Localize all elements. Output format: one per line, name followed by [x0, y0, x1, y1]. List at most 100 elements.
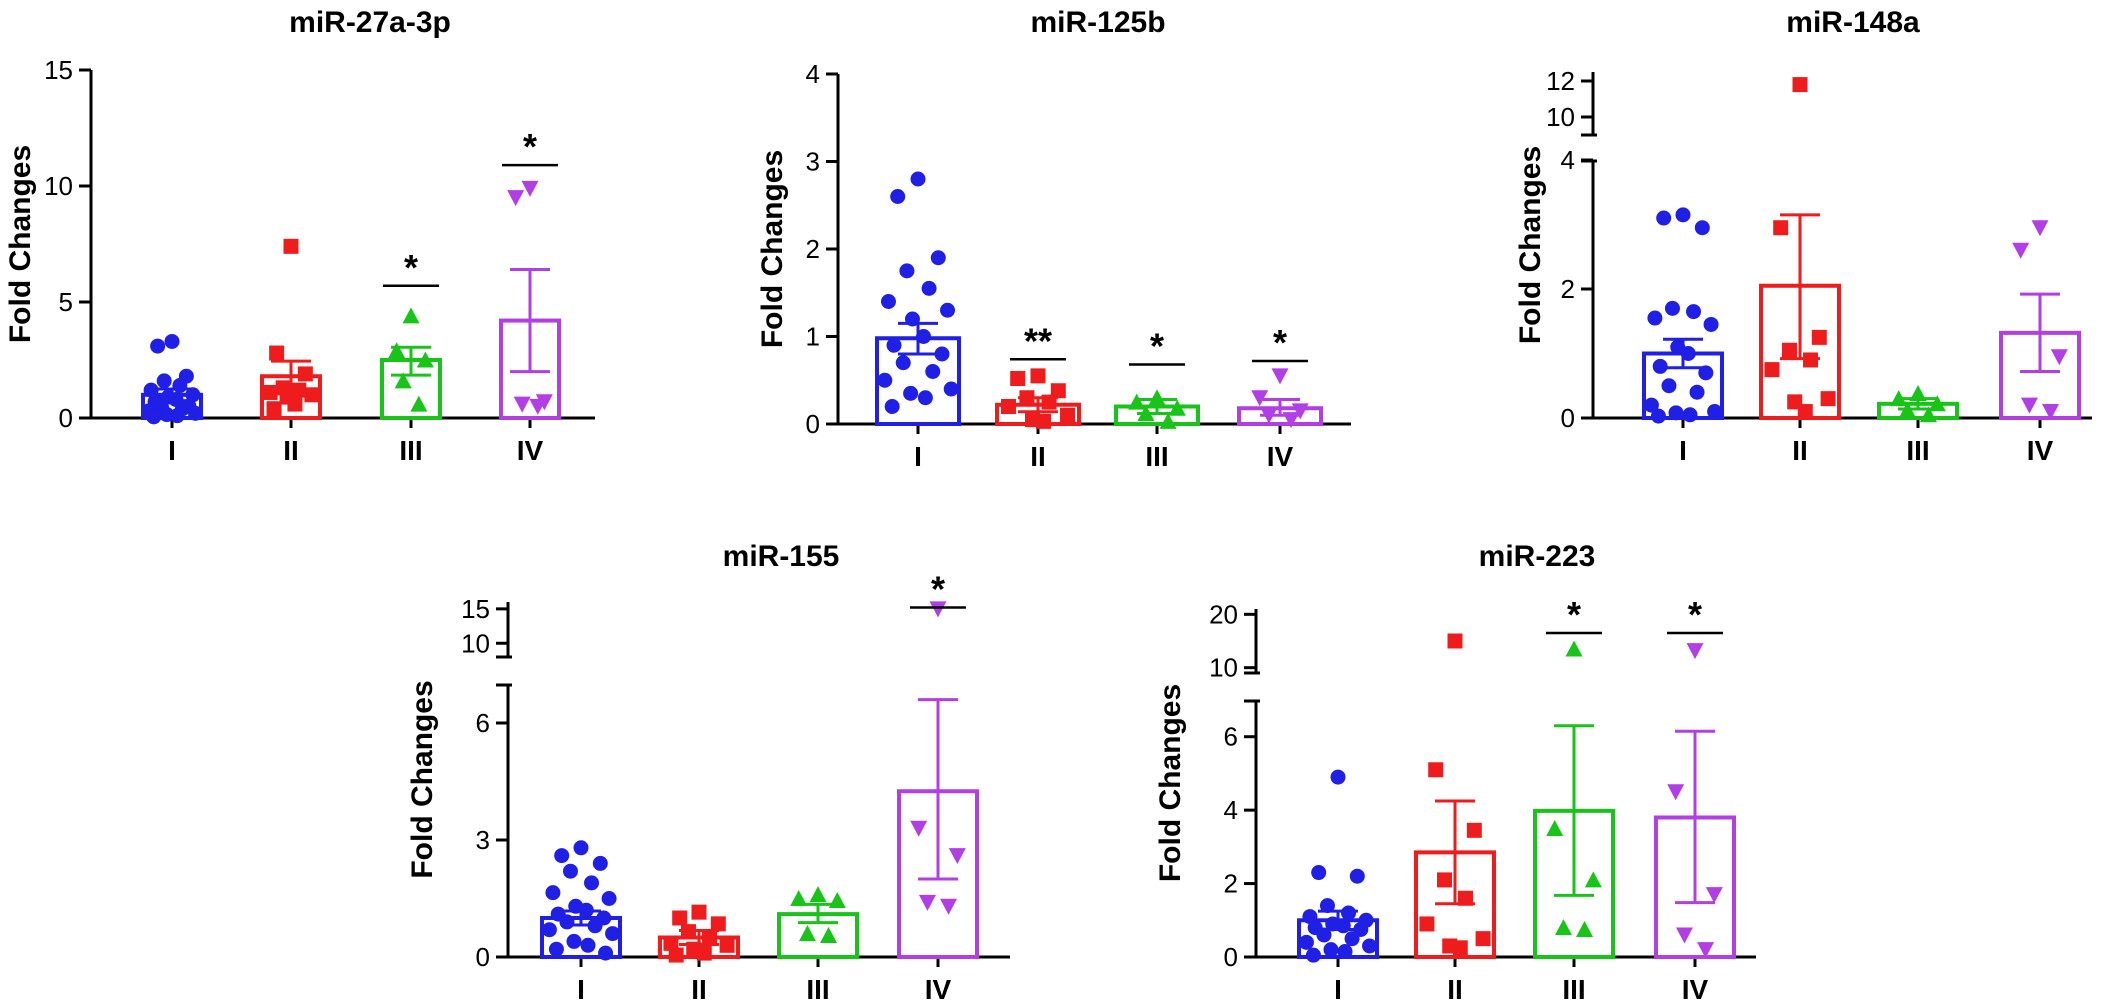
data-point	[1675, 927, 1693, 944]
chart-title: miR-125b	[1030, 6, 1165, 39]
data-point	[146, 409, 162, 425]
data-point	[1168, 399, 1186, 416]
data-point	[573, 840, 589, 856]
data-point	[877, 372, 893, 388]
data-point	[578, 902, 594, 918]
data-point	[580, 937, 596, 953]
data-point	[562, 863, 578, 879]
significance-marker: *	[404, 247, 418, 288]
data-point	[916, 329, 932, 344]
data-point	[1010, 371, 1026, 386]
data-point	[1675, 207, 1691, 223]
data-point	[587, 918, 603, 934]
data-point	[1565, 640, 1583, 657]
data-point	[304, 387, 320, 403]
data-point	[185, 387, 201, 403]
data-point	[1647, 310, 1663, 326]
data-point	[1811, 329, 1827, 345]
y-tick-label: 6	[1224, 722, 1238, 752]
y-tick-label: 3	[476, 825, 490, 855]
data-point	[1159, 412, 1177, 429]
data-point	[1030, 368, 1046, 384]
data-point	[1475, 931, 1491, 947]
data-point	[943, 381, 959, 397]
significance-marker: *	[931, 569, 945, 610]
data-point	[172, 378, 188, 394]
data-point	[696, 945, 712, 961]
data-point	[269, 345, 285, 361]
data-point	[890, 189, 906, 204]
data-point	[601, 891, 617, 906]
data-point	[156, 373, 172, 389]
data-point	[559, 914, 575, 930]
y-tick-label: 2	[1224, 869, 1238, 899]
x-tick-label: IV	[1267, 441, 1294, 472]
data-point	[297, 366, 313, 382]
data-point	[1792, 77, 1808, 93]
data-point	[820, 927, 838, 944]
y-tick-label: 10	[44, 171, 73, 201]
data-point	[702, 930, 718, 945]
data-point	[921, 280, 937, 296]
significance-marker: **	[1024, 320, 1052, 361]
data-point	[1260, 407, 1278, 424]
data-point	[1928, 395, 1946, 412]
y-axis-label: Fold Changes	[756, 150, 789, 348]
data-point	[895, 355, 911, 371]
data-point	[1137, 405, 1155, 421]
data-point	[1703, 316, 1719, 332]
data-point	[1909, 384, 1927, 401]
y-axis-label: Fold Changes	[1154, 684, 1187, 882]
data-point	[1661, 378, 1677, 394]
data-point	[884, 399, 900, 414]
data-point	[521, 180, 539, 197]
data-point	[1341, 905, 1357, 921]
data-point	[663, 935, 679, 951]
y-tick-label: 0	[59, 403, 73, 433]
data-point	[402, 307, 420, 324]
y-tick-label: 2	[1561, 274, 1575, 304]
data-point	[2031, 220, 2049, 237]
data-point	[410, 395, 428, 412]
data-point	[1362, 938, 1378, 954]
data-point	[566, 933, 582, 949]
data-point	[910, 820, 928, 837]
data-point	[1349, 868, 1365, 884]
data-point	[1698, 365, 1714, 381]
x-tick-label: II	[1792, 435, 1808, 466]
data-point	[592, 855, 608, 871]
y-axis-label: Fold Changes	[1514, 146, 1547, 344]
significance-marker: *	[523, 126, 537, 167]
data-point	[1650, 408, 1666, 424]
y-tick-label: 15	[44, 55, 73, 85]
data-point	[910, 171, 926, 187]
data-point	[1452, 940, 1468, 956]
x-tick-label: II	[283, 435, 299, 466]
x-tick-label: I	[168, 435, 176, 466]
x-tick-label: III	[1145, 441, 1168, 472]
data-point	[1291, 403, 1309, 420]
y-tick-label: 0	[1561, 403, 1575, 433]
y-tick-label: 3	[806, 147, 820, 177]
data-point	[584, 875, 600, 891]
data-point	[513, 396, 531, 413]
data-point	[1419, 916, 1435, 932]
data-point	[388, 342, 406, 359]
data-point	[930, 250, 946, 266]
data-point	[1466, 822, 1482, 838]
data-point	[918, 894, 936, 911]
data-point	[1707, 404, 1723, 420]
x-tick-label: III	[806, 974, 829, 1003]
data-point	[1656, 210, 1672, 226]
data-point	[1773, 220, 1789, 236]
data-point	[1298, 934, 1314, 950]
y-tick-label: 4	[1224, 795, 1238, 825]
data-point	[1060, 407, 1076, 423]
data-point	[545, 885, 561, 901]
data-point	[719, 937, 735, 953]
data-point	[1305, 947, 1321, 963]
data-point	[672, 910, 688, 926]
data-point	[529, 398, 547, 415]
y-tick-label: 12	[1546, 66, 1575, 96]
